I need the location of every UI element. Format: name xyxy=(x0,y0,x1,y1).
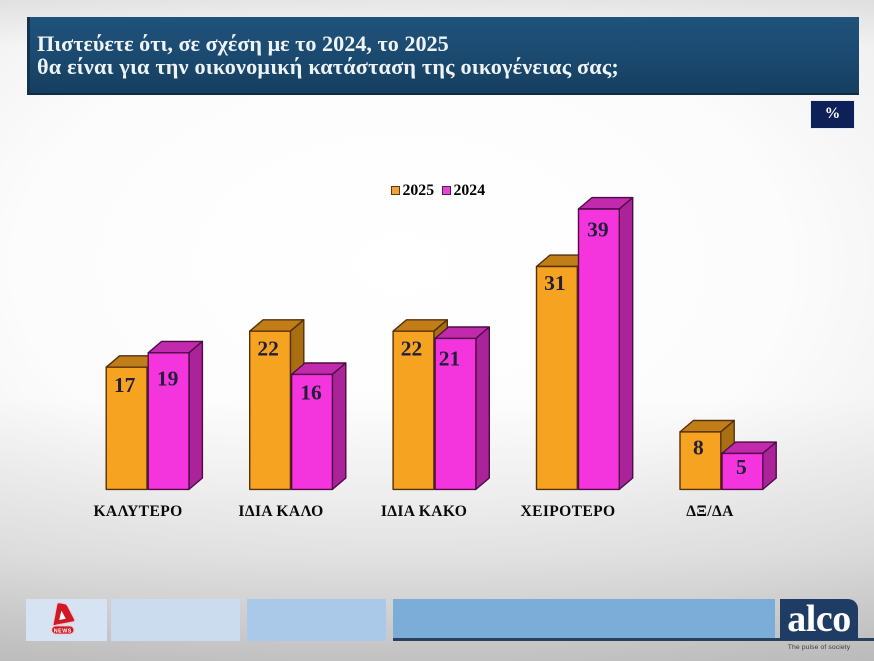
svg-text:39: 39 xyxy=(587,217,609,241)
svg-text:22: 22 xyxy=(257,336,279,360)
svg-text:19: 19 xyxy=(157,367,179,391)
svg-text:31: 31 xyxy=(544,271,566,295)
svg-text:8: 8 xyxy=(693,436,704,460)
svg-text:22: 22 xyxy=(401,336,423,360)
svg-text:17: 17 xyxy=(114,373,136,397)
svg-text:5: 5 xyxy=(736,455,747,479)
svg-text:16: 16 xyxy=(300,381,322,405)
svg-text:NEWS: NEWS xyxy=(54,628,72,634)
svg-text:21: 21 xyxy=(439,347,461,371)
